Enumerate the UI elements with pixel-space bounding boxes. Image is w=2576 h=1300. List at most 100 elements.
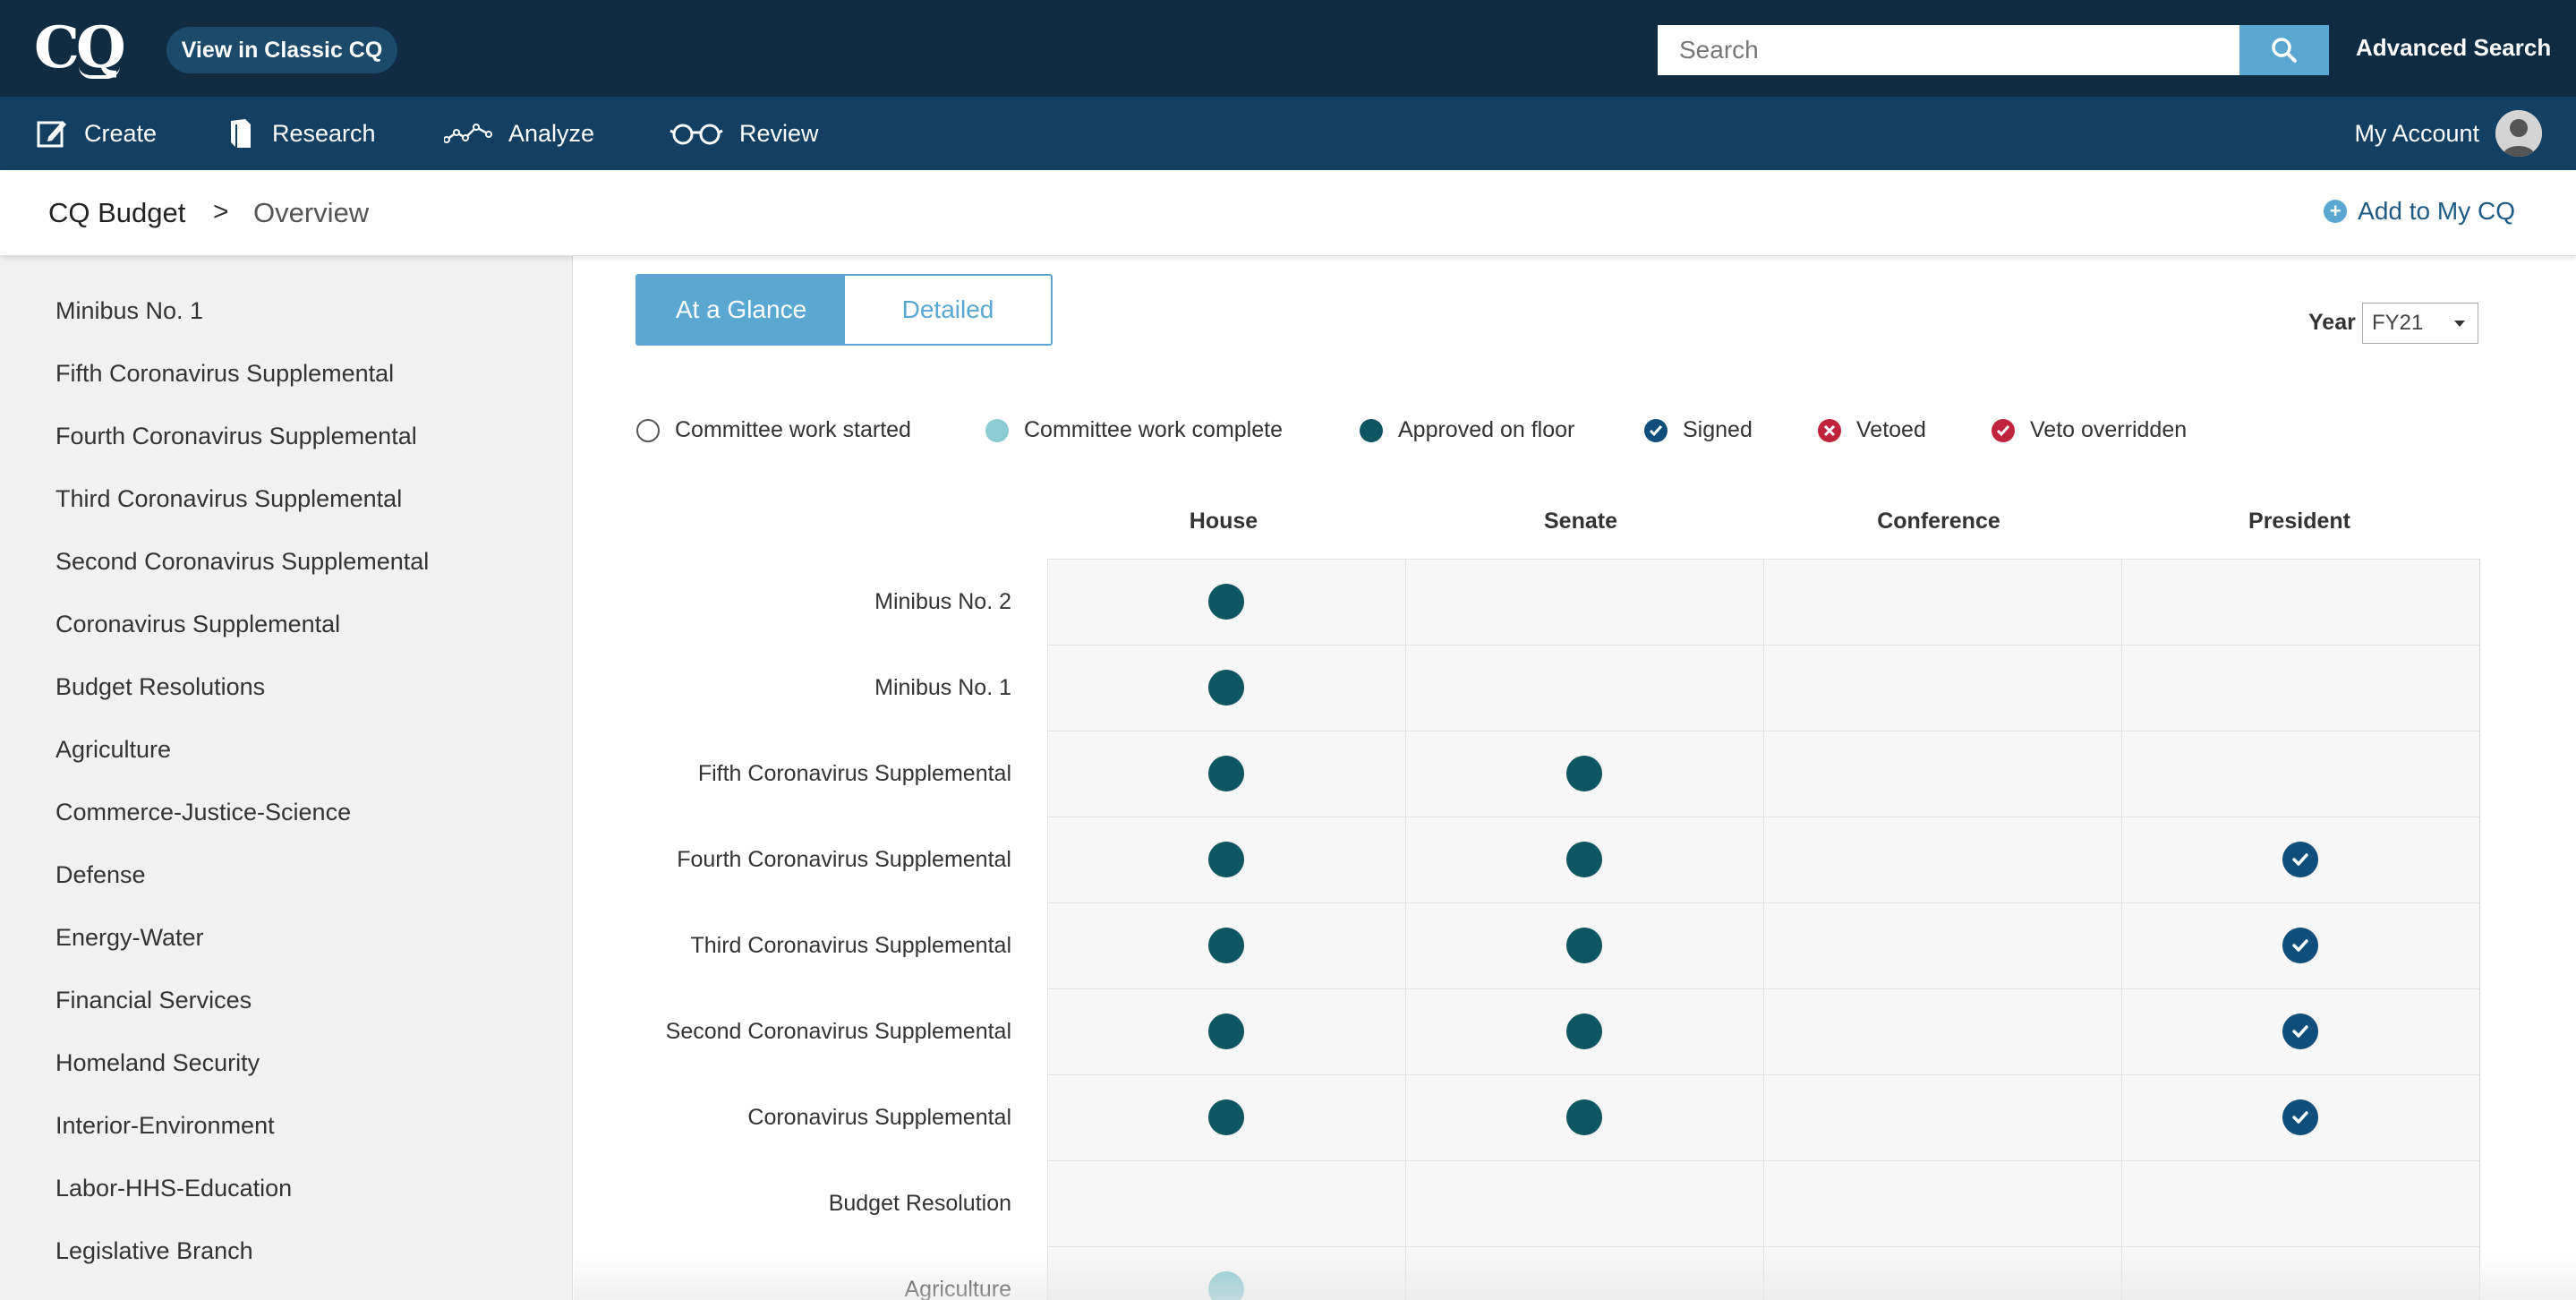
- top-bar: CQ View in Classic CQ Advanced Search: [0, 0, 2576, 97]
- signed-check-icon[interactable]: [2282, 1013, 2318, 1049]
- user-icon: [2495, 110, 2542, 157]
- approved-on-floor-dot[interactable]: [1566, 842, 1602, 877]
- status-cell: [1763, 731, 2122, 817]
- approved-on-floor-dot[interactable]: [1208, 584, 1244, 620]
- at-a-glance-tab[interactable]: At a Glance: [637, 276, 845, 344]
- main-content: At a Glance Detailed Year FY21 Committee…: [574, 256, 2576, 1300]
- approved-on-floor-dot[interactable]: [1566, 928, 1602, 963]
- approved-on-floor-dot[interactable]: [1208, 670, 1244, 706]
- search-input[interactable]: [1658, 25, 2239, 75]
- breadcrumb-root[interactable]: CQ Budget: [48, 197, 186, 228]
- empty-circle-icon: [636, 418, 660, 442]
- sidebar-item[interactable]: Fourth Coronavirus Supplemental: [55, 423, 417, 449]
- approved-on-floor-dot[interactable]: [1208, 842, 1244, 877]
- breadcrumb-current: Overview: [253, 197, 370, 228]
- sidebar-item[interactable]: Financial Services: [55, 987, 252, 1013]
- sidebar-item[interactable]: Commerce-Justice-Science: [55, 799, 352, 825]
- status-cell: [1763, 1074, 2122, 1161]
- trend-icon: [444, 124, 492, 143]
- approved-on-floor-dot[interactable]: [1566, 756, 1602, 791]
- add-to-my-cq-label: Add to My CQ: [2358, 197, 2515, 225]
- column-header-president: President: [2248, 509, 2350, 534]
- status-cell: [1763, 988, 2122, 1075]
- view-toggle: At a Glance Detailed: [635, 274, 1053, 346]
- approved-on-floor-dot[interactable]: [1208, 756, 1244, 791]
- sidebar-item[interactable]: Legislative Branch: [55, 1237, 253, 1264]
- approved-on-floor-dot[interactable]: [1208, 928, 1244, 963]
- dark-dot-icon: [1360, 418, 1383, 442]
- status-cell: [1405, 1246, 1764, 1300]
- sidebar-item[interactable]: Defense: [55, 861, 146, 888]
- sidebar-item[interactable]: Minibus No. 1: [55, 297, 204, 324]
- check-circle-red-icon: [1992, 418, 2015, 442]
- column-header-senate: Senate: [1544, 509, 1617, 534]
- status-cell: [1763, 902, 2122, 989]
- legend-vetoed: Vetoed: [1817, 417, 1926, 443]
- sidebar-item[interactable]: Energy-Water: [55, 924, 204, 951]
- search-button[interactable]: [2239, 25, 2329, 75]
- row-label[interactable]: Minibus No. 2: [874, 589, 1011, 614]
- approved-on-floor-dot[interactable]: [1566, 1099, 1602, 1135]
- column-header-house: House: [1189, 509, 1258, 534]
- nav-research-label: Research: [272, 119, 376, 147]
- legend-overridden: Veto overridden: [1991, 417, 2187, 443]
- status-cell: [1763, 1160, 2122, 1247]
- nav-review-label: Review: [739, 119, 819, 147]
- legend-label: Veto overridden: [2030, 417, 2188, 442]
- sidebar-item[interactable]: Second Coronavirus Supplemental: [55, 548, 430, 575]
- add-to-my-cq-button[interactable]: + Add to My CQ: [2324, 197, 2515, 226]
- year-label: Year: [2308, 310, 2356, 335]
- row-label[interactable]: Coronavirus Supplemental: [747, 1105, 1011, 1130]
- sidebar-item[interactable]: Agriculture: [55, 736, 172, 763]
- sidebar-item[interactable]: Interior-Environment: [55, 1112, 275, 1139]
- nav-research[interactable]: Research: [227, 97, 376, 170]
- row-label[interactable]: Fourth Coronavirus Supplemental: [677, 847, 1011, 872]
- sidebar-item[interactable]: Labor-HHS-Education: [55, 1175, 293, 1202]
- status-cell: [1405, 645, 1764, 731]
- approved-on-floor-dot[interactable]: [1208, 1099, 1244, 1135]
- view-classic-cq-button[interactable]: View in Classic CQ: [166, 27, 397, 73]
- legend-signed: Signed: [1643, 417, 1753, 443]
- year-value: FY21: [2372, 311, 2424, 335]
- breadcrumb: CQ Budget > Overview + Add to My CQ: [0, 170, 2576, 256]
- my-account-menu[interactable]: My Account: [2354, 97, 2542, 170]
- row-label[interactable]: Fifth Coronavirus Supplemental: [697, 761, 1011, 786]
- status-cell: [2121, 731, 2480, 817]
- advanced-search-link[interactable]: Advanced Search: [2356, 34, 2552, 61]
- status-cell: [2121, 1160, 2480, 1247]
- nav-create[interactable]: Create: [36, 97, 157, 170]
- row-label[interactable]: Third Coronavirus Supplemental: [690, 933, 1011, 958]
- status-cell: [1405, 559, 1764, 646]
- legend-started: Committee work started: [635, 417, 911, 443]
- my-account-label: My Account: [2354, 119, 2479, 147]
- row-label[interactable]: Second Coronavirus Supplemental: [665, 1019, 1011, 1044]
- signed-check-icon[interactable]: [2282, 928, 2318, 963]
- sidebar-item[interactable]: Fifth Coronavirus Supplemental: [55, 360, 395, 387]
- row-label[interactable]: Budget Resolution: [828, 1191, 1011, 1216]
- approved-on-floor-dot[interactable]: [1566, 1013, 1602, 1049]
- nav-analyze[interactable]: Analyze: [444, 97, 594, 170]
- sidebar-item[interactable]: Homeland Security: [55, 1049, 260, 1076]
- status-cell: [1763, 1246, 2122, 1300]
- row-label[interactable]: Agriculture: [904, 1277, 1012, 1300]
- sidebar-item[interactable]: Coronavirus Supplemental: [55, 611, 341, 637]
- check-circle-icon: [1644, 418, 1668, 442]
- light-dot-icon: [985, 418, 1009, 442]
- nav-review[interactable]: Review: [670, 97, 819, 170]
- signed-check-icon[interactable]: [2282, 1099, 2318, 1135]
- approved-on-floor-dot[interactable]: [1208, 1013, 1244, 1049]
- legend-label: Approved on floor: [1398, 417, 1575, 442]
- column-header-conference: Conference: [1877, 509, 2000, 534]
- status-cell: [1763, 645, 2122, 731]
- logo-swoosh: [79, 66, 120, 79]
- row-label[interactable]: Minibus No. 1: [874, 675, 1011, 700]
- edit-icon: [37, 121, 66, 148]
- signed-check-icon[interactable]: [2282, 842, 2318, 877]
- status-cell: [1047, 1160, 1406, 1247]
- detailed-tab[interactable]: Detailed: [901, 295, 994, 323]
- x-circle-icon: [1818, 418, 1841, 442]
- sidebar-item[interactable]: Budget Resolutions: [55, 673, 266, 700]
- committee-complete-dot[interactable]: [1208, 1271, 1244, 1300]
- sidebar-item[interactable]: Third Coronavirus Supplemental: [55, 485, 403, 512]
- year-select[interactable]: FY21: [2362, 303, 2478, 344]
